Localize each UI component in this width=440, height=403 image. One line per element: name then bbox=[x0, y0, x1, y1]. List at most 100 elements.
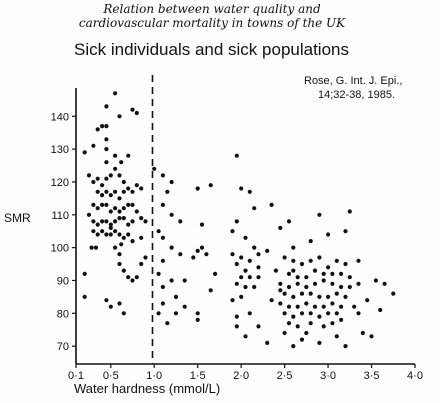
data-point bbox=[119, 242, 124, 247]
data-point bbox=[108, 209, 113, 214]
data-point bbox=[95, 232, 100, 237]
data-point bbox=[100, 183, 105, 188]
data-point bbox=[126, 186, 131, 191]
data-point bbox=[282, 330, 287, 336]
x-tick-labels: 0·1 0·5 1·0 1·5 2·0 2·5 3·0 3·5 4·0 bbox=[68, 370, 423, 382]
data-point bbox=[156, 311, 161, 316]
data-point bbox=[230, 229, 235, 234]
data-point bbox=[234, 281, 239, 286]
data-point bbox=[230, 252, 235, 257]
y-tick-label: 90 bbox=[57, 275, 69, 287]
data-point bbox=[108, 232, 113, 237]
data-point bbox=[191, 255, 196, 260]
data-point bbox=[104, 232, 109, 237]
data-point bbox=[113, 219, 118, 224]
x-tick-label: 1·5 bbox=[190, 370, 206, 382]
data-point bbox=[339, 284, 344, 290]
data-point bbox=[169, 179, 174, 185]
data-point bbox=[308, 311, 313, 316]
data-point bbox=[108, 225, 113, 230]
data-point bbox=[104, 219, 109, 224]
data-point bbox=[317, 340, 322, 345]
data-point bbox=[317, 314, 322, 319]
data-point bbox=[243, 284, 248, 290]
data-point bbox=[121, 311, 126, 316]
y-tick-label: 110 bbox=[51, 210, 69, 222]
data-point bbox=[334, 311, 339, 316]
data-point bbox=[378, 307, 383, 313]
data-point bbox=[334, 291, 339, 296]
data-point bbox=[195, 317, 200, 322]
data-point bbox=[352, 304, 357, 309]
data-point bbox=[113, 206, 118, 211]
data-point bbox=[343, 261, 348, 267]
data-point bbox=[286, 271, 292, 276]
data-point bbox=[108, 222, 113, 227]
data-point bbox=[317, 255, 322, 260]
data-point bbox=[204, 252, 209, 257]
data-point bbox=[239, 186, 244, 191]
data-point bbox=[139, 186, 144, 191]
data-point bbox=[391, 291, 396, 296]
x-tick-label: 2·0 bbox=[233, 370, 249, 382]
x-tick-label: 3·0 bbox=[320, 370, 336, 382]
x-tick-label: 1·0 bbox=[146, 370, 162, 382]
data-point bbox=[104, 298, 109, 303]
citation-line-1: Rose, G. Int. J. Epi., bbox=[304, 75, 403, 87]
data-point bbox=[91, 143, 96, 148]
data-point bbox=[347, 209, 352, 214]
data-point bbox=[239, 255, 244, 260]
data-point bbox=[139, 261, 144, 267]
data-point bbox=[95, 189, 100, 194]
x-tick-label: 0·5 bbox=[103, 370, 119, 382]
data-point bbox=[213, 271, 218, 276]
data-point bbox=[286, 219, 292, 224]
y-axis-label: SMR bbox=[4, 211, 31, 225]
data-point bbox=[208, 183, 213, 188]
data-point bbox=[312, 281, 318, 286]
data-point bbox=[130, 239, 135, 244]
data-point bbox=[252, 284, 257, 290]
data-point bbox=[304, 284, 309, 290]
data-point bbox=[134, 209, 139, 214]
data-point bbox=[113, 166, 118, 171]
data-point bbox=[195, 311, 200, 316]
data-point bbox=[282, 311, 287, 316]
data-point bbox=[82, 150, 87, 155]
citation: Rose, G. Int. J. Epi., 14;32-38, 1985. bbox=[304, 74, 434, 102]
data-point bbox=[291, 245, 296, 250]
data-point bbox=[269, 202, 274, 207]
data-point bbox=[113, 153, 118, 158]
y-tick-label: 130 bbox=[51, 144, 69, 156]
data-point bbox=[121, 189, 126, 194]
data-point bbox=[247, 189, 252, 194]
data-point bbox=[152, 166, 157, 171]
data-point bbox=[82, 294, 87, 299]
data-point bbox=[117, 261, 122, 267]
data-point bbox=[91, 202, 96, 207]
data-point bbox=[295, 304, 300, 309]
data-point bbox=[117, 173, 122, 178]
data-point bbox=[95, 127, 100, 132]
data-point bbox=[239, 275, 244, 280]
data-point bbox=[286, 284, 292, 290]
data-point bbox=[121, 235, 126, 240]
data-point bbox=[117, 216, 122, 221]
data-point bbox=[173, 311, 179, 316]
data-point bbox=[126, 202, 131, 207]
data-point bbox=[178, 219, 183, 224]
data-point bbox=[291, 314, 296, 319]
data-point bbox=[160, 202, 165, 207]
data-point bbox=[252, 206, 257, 211]
x-tick-label: 3·5 bbox=[364, 370, 380, 382]
y-tick-label: 120 bbox=[51, 177, 69, 189]
data-point bbox=[291, 268, 296, 273]
data-point bbox=[299, 311, 305, 316]
data-point bbox=[178, 252, 183, 257]
data-point bbox=[291, 294, 296, 299]
data-point bbox=[86, 173, 92, 178]
data-point bbox=[243, 235, 248, 240]
data-point bbox=[299, 337, 305, 342]
data-point bbox=[100, 229, 105, 234]
data-point bbox=[308, 239, 313, 244]
